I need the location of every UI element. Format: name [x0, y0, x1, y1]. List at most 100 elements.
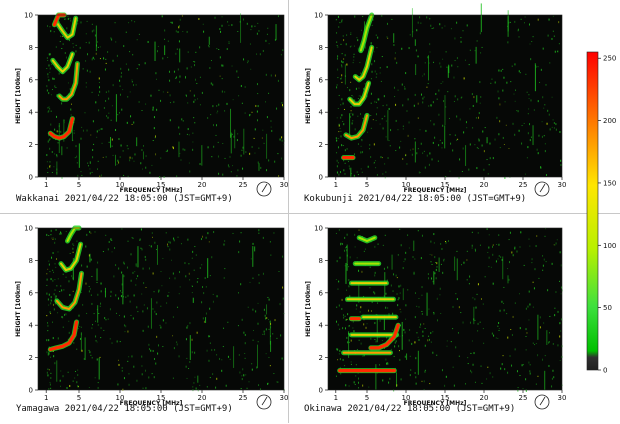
- noise-dot: [78, 314, 80, 317]
- noise-streak: [205, 317, 207, 323]
- noise-dot: [267, 382, 269, 385]
- noise-streak: [114, 154, 116, 166]
- noise-dot: [528, 319, 530, 321]
- noise-dot: [117, 297, 119, 300]
- noise-dot: [128, 383, 130, 386]
- noise-dot: [479, 32, 481, 35]
- noise-dot: [223, 276, 225, 279]
- noise-dot: [56, 153, 58, 156]
- noise-dot: [111, 145, 113, 147]
- noise-dot: [498, 243, 500, 246]
- noise-dot: [386, 104, 388, 106]
- noise-dot: [407, 234, 409, 236]
- noise-dot: [186, 357, 188, 359]
- noise-dot: [88, 387, 90, 389]
- noise-dot: [339, 366, 341, 369]
- noise-dot: [93, 313, 95, 315]
- noise-dot: [394, 57, 396, 60]
- noise-dot: [396, 384, 398, 387]
- noise-dot: [336, 348, 338, 351]
- noise-dot: [77, 369, 79, 371]
- noise-dot: [90, 294, 92, 296]
- noise-dot: [346, 63, 348, 66]
- noise-dot: [281, 357, 283, 360]
- noise-dot: [350, 81, 352, 83]
- noise-dot: [185, 75, 187, 78]
- noise-dot: [506, 81, 508, 84]
- noise-dot: [140, 247, 142, 249]
- noise-dot: [112, 154, 114, 156]
- noise-dot: [339, 171, 341, 174]
- noise-dot: [387, 157, 389, 160]
- noise-dot: [160, 99, 162, 102]
- x-tick-label: 10: [116, 181, 125, 189]
- noise-dot: [154, 357, 156, 360]
- noise-dot: [208, 45, 210, 47]
- noise-dot: [477, 283, 479, 286]
- noise-dot: [515, 89, 517, 91]
- noise-dot: [544, 355, 546, 357]
- noise-dot: [277, 15, 279, 18]
- noise-dot: [488, 256, 490, 259]
- noise-dot: [268, 43, 270, 45]
- noise-dot: [50, 234, 52, 236]
- noise-dot: [111, 239, 113, 241]
- noise-dot: [405, 72, 407, 75]
- noise-dot: [279, 138, 281, 141]
- noise-dot: [506, 313, 508, 315]
- noise-streak: [208, 36, 210, 45]
- noise-dot: [357, 115, 359, 117]
- noise-dot: [340, 43, 342, 45]
- noise-dot: [120, 144, 122, 147]
- noise-dot: [367, 131, 369, 133]
- noise-dot: [440, 263, 442, 265]
- noise-dot: [176, 341, 178, 343]
- y-tick-label: 6: [319, 76, 324, 84]
- noise-dot: [424, 344, 426, 347]
- noise-dot: [282, 106, 284, 108]
- noise-dot: [419, 16, 421, 19]
- noise-dot: [52, 238, 54, 240]
- noise-dot: [131, 79, 133, 81]
- noise-dot: [511, 251, 513, 254]
- trace-2: [58, 241, 84, 273]
- noise-dot: [69, 384, 71, 387]
- noise-dot: [354, 128, 356, 131]
- noise-dot: [47, 171, 49, 173]
- noise-dot: [99, 86, 101, 89]
- noise-dot: [420, 257, 422, 260]
- noise-dot: [136, 306, 138, 309]
- noise-dot: [199, 384, 201, 386]
- noise-dot: [370, 156, 372, 158]
- y-axis-label: HEIGHT [100km]: [305, 281, 312, 337]
- noise-dot: [392, 290, 394, 292]
- noise-dot: [232, 99, 234, 101]
- noise-dot: [415, 357, 417, 360]
- trace-2: [50, 51, 75, 75]
- noise-dot: [544, 235, 546, 237]
- noise-dot: [344, 247, 346, 249]
- noise-dot: [551, 262, 553, 265]
- noise-dot: [111, 342, 113, 344]
- noise-dot: [428, 163, 430, 166]
- noise-dot: [335, 279, 337, 281]
- noise-dot: [400, 244, 402, 247]
- noise-streak: [375, 364, 377, 390]
- noise-dot: [337, 77, 339, 79]
- noise-dot: [211, 256, 213, 259]
- noise-dot: [265, 353, 267, 355]
- noise-dot: [72, 290, 74, 292]
- colorbar-tick-label: 200: [603, 117, 616, 125]
- noise-dot: [374, 70, 376, 73]
- noise-dot: [375, 113, 377, 116]
- noise-dot: [185, 95, 187, 98]
- noise-dot: [67, 82, 69, 84]
- noise-dot: [129, 51, 131, 53]
- noise-dot: [445, 375, 447, 378]
- noise-dot: [363, 354, 365, 357]
- noise-dot: [512, 122, 514, 125]
- noise-dot: [144, 369, 146, 372]
- noise-dot: [77, 23, 79, 25]
- noise-dot: [212, 373, 214, 375]
- noise-dot: [168, 291, 170, 293]
